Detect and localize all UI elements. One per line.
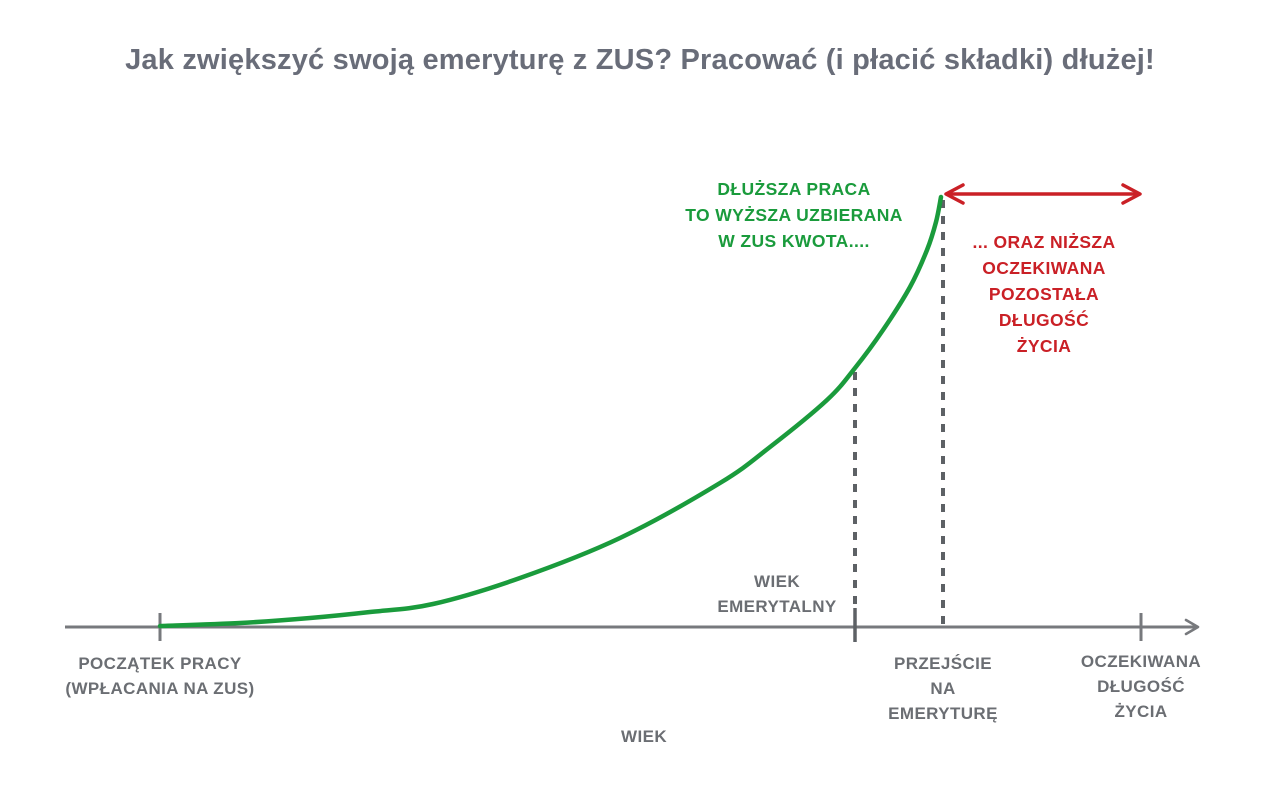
retirement-age-label: WIEK EMERYTALNY bbox=[717, 569, 836, 619]
lower-life-expectancy-note-line: DŁUGOŚĆ bbox=[998, 310, 1090, 330]
life-expectancy-label: OCZEKIWANA DŁUGOŚĆ ŻYCIA bbox=[1081, 649, 1201, 724]
pension-transition-label: PRZEJŚCIE NA EMERYTURĘ bbox=[888, 651, 998, 726]
start-of-work-label-line: POCZĄTEK PRACY bbox=[78, 654, 242, 673]
start-of-work-label: POCZĄTEK PRACY (WPŁACANIA NA ZUS) bbox=[65, 651, 254, 701]
lower-life-expectancy-note-line: ... ORAZ NIŻSZA bbox=[972, 232, 1116, 252]
longer-work-note-line: W ZUS KWOTA.... bbox=[718, 231, 870, 251]
lower-life-expectancy-note-line: OCZEKIWANA bbox=[982, 258, 1106, 278]
pension-transition-label-line: PRZEJŚCIE bbox=[893, 654, 993, 673]
life-expectancy-label-line: DŁUGOŚĆ bbox=[1097, 677, 1185, 696]
longer-work-note: DŁUŻSZA PRACA TO WYŻSZA UZBIERANA W ZUS … bbox=[685, 176, 903, 254]
chart-title: Jak zwiększyć swoją emeryturę z ZUS? Pra… bbox=[125, 44, 1155, 76]
start-of-work-label-line: (WPŁACANIA NA ZUS) bbox=[65, 679, 255, 698]
pension-transition-label-line: EMERYTURĘ bbox=[888, 704, 998, 723]
longer-work-note-line: DŁUŻSZA PRACA bbox=[717, 179, 871, 199]
retirement-age-label-line: WIEK bbox=[754, 572, 800, 591]
longer-work-note-line: TO WYŻSZA UZBIERANA bbox=[685, 205, 903, 225]
zus-accumulation-curve bbox=[157, 194, 944, 629]
lower-life-expectancy-note-line: ŻYCIA bbox=[1016, 336, 1072, 356]
lower-life-expectancy-note: ... ORAZ NIŻSZA OCZEKIWANA POZOSTAŁA DŁU… bbox=[972, 229, 1115, 359]
life-expectancy-label-line: ŻYCIA bbox=[1114, 702, 1168, 721]
pension-transition-label-line: NA bbox=[930, 679, 956, 698]
life-expectancy-label-line: OCZEKIWANA bbox=[1080, 652, 1202, 671]
x-axis-title: WIEK bbox=[621, 727, 667, 746]
retirement-age-label-line: EMERYTALNY bbox=[717, 597, 837, 616]
lower-life-expectancy-note-line: POZOSTAŁA bbox=[988, 284, 1100, 304]
